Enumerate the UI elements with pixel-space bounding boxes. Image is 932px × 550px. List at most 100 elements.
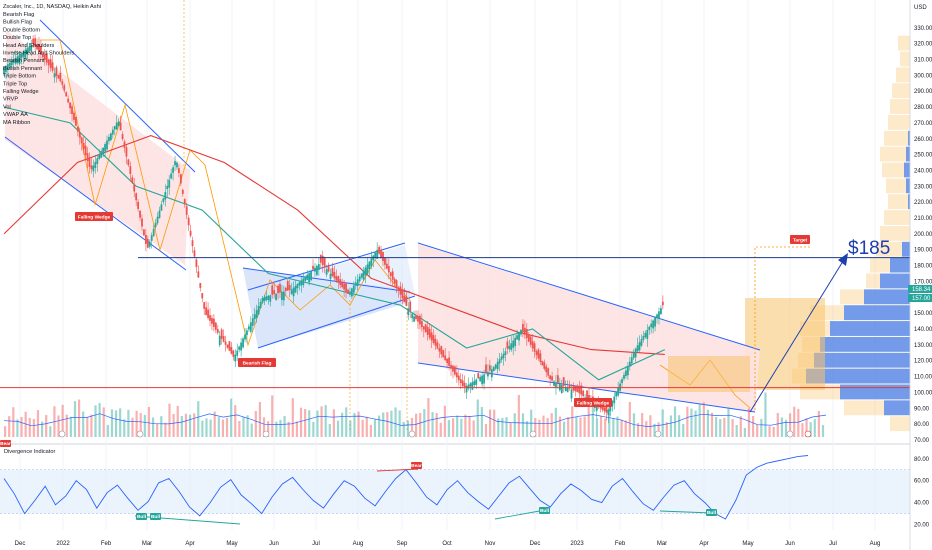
candle-body	[249, 322, 252, 332]
candle-body	[265, 296, 268, 301]
vrvp-bar-total	[890, 416, 910, 432]
candle-body	[541, 360, 544, 366]
candle-body	[570, 389, 573, 399]
x-tick-label: Mar	[657, 541, 667, 547]
candle-body	[65, 92, 68, 97]
volume-bar	[246, 415, 249, 437]
volume-bar	[20, 417, 23, 437]
volume-bar	[657, 422, 660, 437]
volume-bar	[151, 417, 155, 437]
volume-bar	[176, 405, 179, 437]
candle-body	[492, 367, 495, 372]
volume-bar	[480, 406, 483, 437]
target-arrowhead	[838, 253, 848, 266]
candle-body	[275, 293, 277, 300]
candle-body	[479, 376, 482, 382]
candle-body	[78, 131, 81, 138]
candle-body	[514, 337, 517, 347]
volume-bar	[595, 418, 599, 437]
candle-body	[407, 308, 410, 316]
volume-bar	[28, 417, 31, 437]
candle-body	[75, 117, 77, 126]
candle-body	[525, 329, 528, 339]
volume-bar	[760, 418, 763, 437]
candle-body	[452, 365, 454, 372]
y-axis-bg	[910, 0, 932, 550]
volume-bar	[164, 422, 167, 437]
volume-bar	[694, 410, 697, 437]
candle-body	[586, 390, 588, 399]
candle-body	[506, 341, 509, 349]
x-tick-label: Sep	[397, 541, 408, 547]
candle-body	[566, 387, 569, 393]
annotations: $185 Falling Wedge Bearish Flag Falling Wed…	[0, 212, 910, 413]
candle-body	[199, 282, 202, 288]
candle-body	[471, 382, 474, 390]
candle-body	[143, 229, 145, 236]
legend-item: Bearish Flag	[3, 12, 34, 18]
divergence-badge-text: Bear	[0, 441, 11, 447]
volume-bar	[279, 419, 282, 437]
earnings-e-icon	[529, 430, 537, 438]
candle-body	[337, 276, 340, 283]
vrvp-bar-blue	[880, 273, 910, 289]
volume-bar	[328, 424, 331, 437]
candle-body	[352, 285, 355, 293]
candle-body	[45, 53, 48, 63]
candle-body	[621, 379, 623, 384]
volume-bar	[636, 423, 640, 437]
candle-body	[428, 328, 431, 338]
candle-body	[168, 179, 171, 188]
candle-body	[481, 375, 484, 385]
divergence-badge-text: Bear	[411, 463, 422, 469]
vrvp-bar-total	[888, 194, 910, 210]
vrvp-bar-blue	[906, 146, 910, 162]
volume-bar	[731, 419, 734, 437]
candle-body	[240, 342, 243, 351]
flag-mid	[242, 267, 411, 293]
candle-body	[504, 351, 507, 356]
candle-body	[214, 322, 217, 330]
divergence-badge	[150, 513, 161, 520]
candle-body	[327, 264, 330, 272]
volume-bar	[661, 409, 664, 437]
earnings-e-icon	[136, 430, 144, 438]
y-tick-label: 190.00	[914, 248, 932, 254]
candle-body	[623, 374, 625, 379]
wedge-1-upper	[39, 19, 196, 173]
target-price-label: $185	[848, 238, 890, 259]
candle-body	[413, 316, 415, 322]
candle-body	[16, 56, 19, 63]
volume-bar	[739, 416, 742, 437]
volume-bar	[690, 408, 693, 437]
candle-body	[80, 137, 83, 144]
volume-bar	[410, 417, 414, 437]
volume-bar	[308, 410, 311, 437]
volume-bar	[201, 420, 204, 437]
candle-body	[543, 362, 546, 369]
range-box	[668, 356, 750, 392]
volume-bar	[427, 398, 430, 437]
candle-body	[257, 306, 260, 315]
pattern-label-text: Target	[793, 237, 808, 243]
y-tick-label: 260.00	[914, 137, 932, 143]
candle-body	[104, 144, 106, 152]
volume-bar	[283, 415, 286, 437]
price-tag-bg	[908, 285, 932, 293]
earnings-e-icon	[786, 430, 794, 438]
candle-body	[94, 161, 97, 168]
volume-bar	[8, 416, 11, 437]
legend-item: Triple Top	[3, 81, 27, 87]
candle-body	[595, 405, 598, 411]
earnings-e-icon	[58, 430, 66, 438]
candle-body	[100, 151, 103, 158]
currency-label: USD	[914, 5, 927, 11]
candle-body	[399, 286, 402, 295]
candle-body	[244, 334, 246, 340]
candle-body	[292, 287, 295, 297]
candle-body	[96, 158, 99, 164]
candle-body	[98, 154, 101, 159]
x-tick-label: 2023	[570, 541, 584, 547]
volume-bar	[550, 413, 553, 437]
